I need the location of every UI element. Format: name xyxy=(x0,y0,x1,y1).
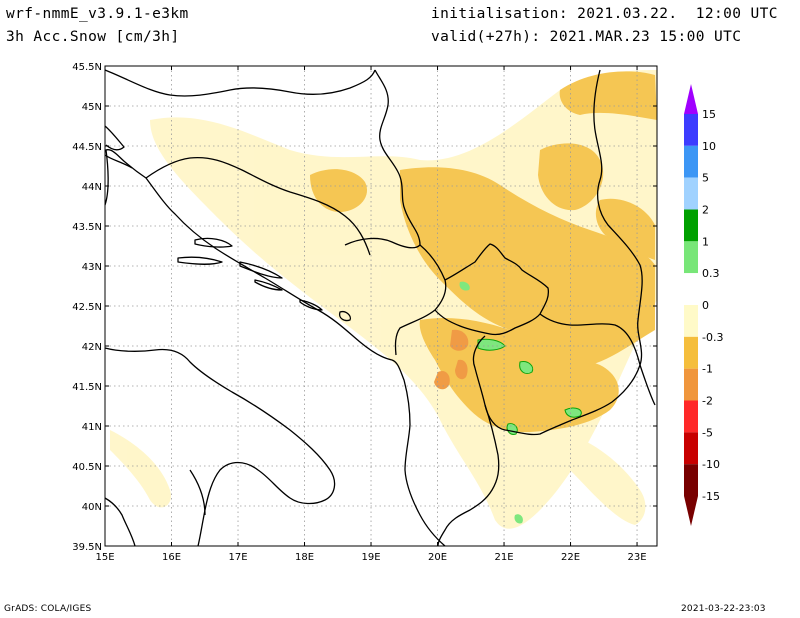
island-2 xyxy=(177,256,223,265)
colorbar-label: 5 xyxy=(702,172,709,185)
footer-credit: GrADS: COLA/IGES xyxy=(4,604,92,614)
model-title: wrf-nmmE_v3.9.1-e3km xyxy=(6,6,189,22)
border-bosnia-east xyxy=(374,69,421,246)
colorbar-box xyxy=(684,464,698,496)
colorbar-label: 2 xyxy=(702,204,709,217)
island-3 xyxy=(239,261,283,279)
border-croatia-bosnia xyxy=(104,69,376,97)
snow-moderate-area-5 xyxy=(595,198,655,260)
variable-title: 3h Acc.Snow [cm/3h] xyxy=(6,29,180,45)
lat-tick-label: 40.5N xyxy=(72,462,102,473)
lat-tick-label: 41.5N xyxy=(72,382,102,393)
snow-high-pocket-2 xyxy=(519,361,534,375)
snow-high-pocket-6 xyxy=(514,514,523,524)
border-kosovo-albania xyxy=(434,309,541,336)
colorbar-box xyxy=(684,209,698,242)
colorbar-box xyxy=(684,241,698,274)
snow-high-pocket-4 xyxy=(564,407,582,418)
colorbar-label: -1 xyxy=(702,363,713,376)
island-6 xyxy=(338,310,352,322)
snow-moderate-area-4 xyxy=(419,318,619,433)
snow-moderate-area-6 xyxy=(310,169,368,213)
kvarner-coast xyxy=(104,154,133,169)
snow-light-area-east xyxy=(560,430,646,525)
latitude-axis: 39.5N 40N 40.5N 41N 41.5N 42N 42.5N 43N 43.5N 44N… xyxy=(72,62,657,553)
coastlines-and-borders xyxy=(104,69,656,547)
lat-tick-label: 44N xyxy=(82,182,102,193)
colorbar-label: -2 xyxy=(702,395,713,408)
colorbar-label: 0.3 xyxy=(702,267,720,280)
lat-tick-label: 42.5N xyxy=(72,302,102,313)
colorbar-label: -5 xyxy=(702,426,713,439)
lat-tick-label: 45.5N xyxy=(72,62,102,73)
border-bosnia-south xyxy=(145,156,371,256)
colorbar-label: -10 xyxy=(702,458,720,471)
colorbar-label: -0.3 xyxy=(702,331,723,344)
colorbar-box xyxy=(684,145,698,178)
snow-moderate-area-2 xyxy=(400,167,655,365)
border-north-macedonia xyxy=(472,313,641,436)
lat-tick-label: 41N xyxy=(82,422,102,433)
colorbar-box xyxy=(684,273,698,305)
colorbar-arrow-bottom xyxy=(684,496,698,526)
colorbar-label: 15 xyxy=(702,108,716,121)
colorbar-label: -15 xyxy=(702,490,720,503)
footer-timestamp: 2021-03-22-23:03 xyxy=(681,604,766,614)
colorbar-box xyxy=(684,400,698,433)
border-albania-greece xyxy=(437,404,500,547)
snow-moderate-area-1 xyxy=(559,71,657,120)
lon-tick-label: 21E xyxy=(495,552,514,563)
island-4 xyxy=(254,279,283,291)
colorbar-box xyxy=(684,432,698,465)
lon-tick-label: 19E xyxy=(362,552,381,563)
colorbar-label: 1 xyxy=(702,235,709,248)
snow-moderate-area-3 xyxy=(538,143,604,211)
lon-tick-label: 17E xyxy=(228,552,247,563)
snow-high-pocket-5 xyxy=(459,281,470,291)
longitude-axis: 15E 16E 17E 18E 19E 20E 21E 22E 23E xyxy=(95,66,647,563)
border-serbia-kosovo xyxy=(444,243,550,315)
colorbar-box xyxy=(684,305,698,337)
lon-tick-label: 23E xyxy=(628,552,647,563)
lat-tick-label: 39.5N xyxy=(72,542,102,553)
lon-tick-label: 18E xyxy=(295,552,314,563)
lat-tick-label: 42N xyxy=(82,342,102,353)
snowfall-fields xyxy=(110,70,657,529)
initialisation-time: initialisation: 2021.03.22. 12:00 UTC xyxy=(431,6,778,22)
lon-tick-label: 16E xyxy=(162,552,181,563)
istria-coast xyxy=(104,125,125,151)
colorbar: 15 10 5 2 1 0.3 0 -0.3 -1 -2 -5 -10 -15 xyxy=(684,84,723,526)
lon-tick-label: 15E xyxy=(95,552,114,563)
colorbar-box xyxy=(684,336,698,369)
snow-high-pocket-1 xyxy=(477,338,506,351)
colorbar-box xyxy=(684,114,698,146)
island-1 xyxy=(194,237,233,248)
lat-tick-label: 43.5N xyxy=(72,222,102,233)
snow-heavy-pocket-1 xyxy=(450,329,469,351)
colorbar-box xyxy=(684,177,698,210)
lon-tick-label: 20E xyxy=(428,552,447,563)
italy-inner-border xyxy=(189,469,206,516)
italy-south-coast xyxy=(104,497,136,547)
lat-tick-label: 40N xyxy=(82,502,102,513)
italy-east-coast xyxy=(104,347,336,547)
border-macedonia-greece-east xyxy=(639,364,656,406)
snow-light-area-south xyxy=(110,430,171,508)
border-serbia-bulgaria xyxy=(593,69,643,366)
colorbar-arrow-top xyxy=(684,84,698,114)
snow-heavy-pocket-3 xyxy=(455,359,468,380)
lat-tick-label: 45N xyxy=(82,102,102,113)
map-area xyxy=(104,66,657,547)
colorbar-box xyxy=(684,368,698,401)
lat-tick-label: 44.5N xyxy=(72,142,102,153)
island-5 xyxy=(299,299,323,311)
valid-time: valid(+27h): 2021.MAR.23 15:00 UTC xyxy=(431,29,742,45)
lat-tick-label: 43N xyxy=(82,262,102,273)
colorbar-label: 10 xyxy=(702,140,716,153)
colorbar-label: 0 xyxy=(702,299,709,312)
snow-heavy-pocket-2 xyxy=(434,370,450,390)
lon-tick-label: 22E xyxy=(561,552,580,563)
